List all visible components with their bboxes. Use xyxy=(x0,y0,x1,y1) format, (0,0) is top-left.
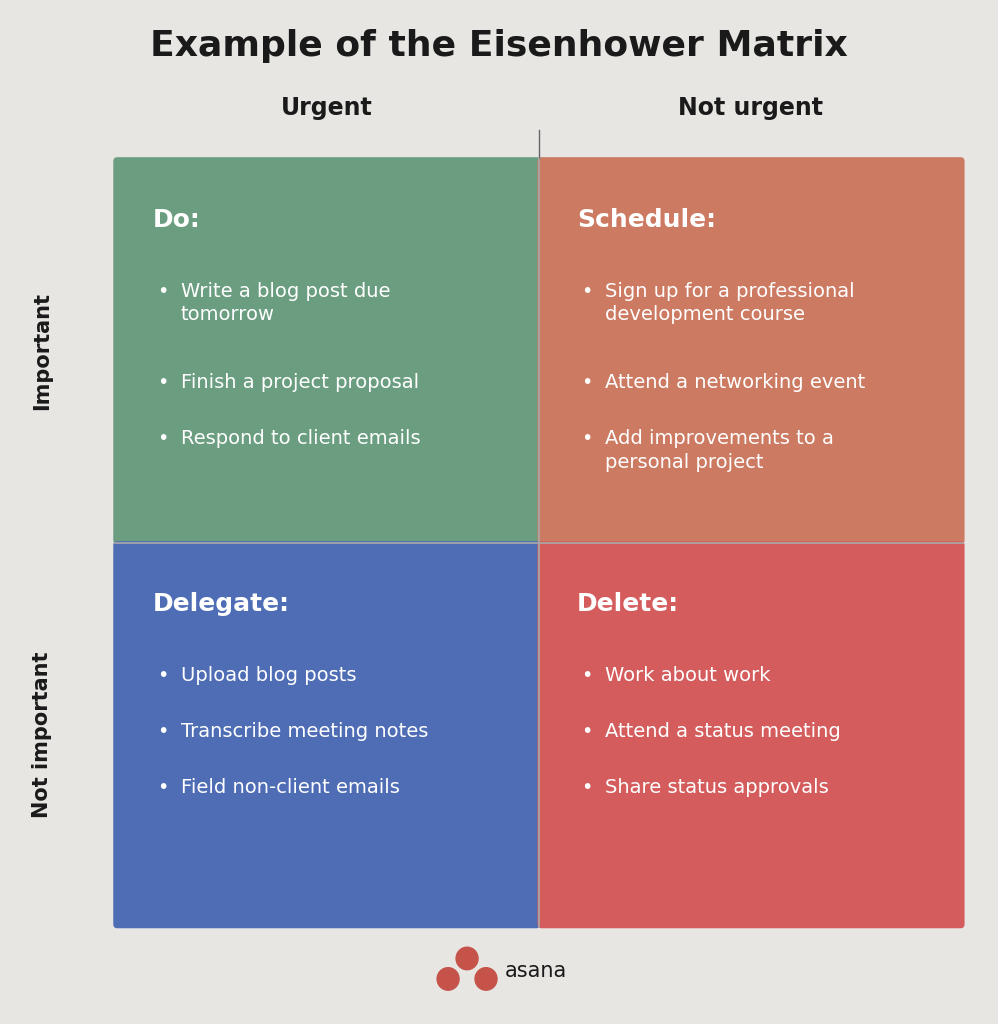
Text: Work about work: Work about work xyxy=(605,666,770,685)
Text: Do:: Do: xyxy=(153,208,201,231)
FancyBboxPatch shape xyxy=(114,157,541,545)
Text: •: • xyxy=(581,429,592,449)
Text: •: • xyxy=(157,778,168,798)
Text: •: • xyxy=(157,429,168,449)
Text: Not urgent: Not urgent xyxy=(679,95,823,120)
Text: Important: Important xyxy=(32,292,52,410)
Text: Upload blog posts: Upload blog posts xyxy=(181,666,356,685)
Text: •: • xyxy=(157,722,168,741)
Text: Example of the Eisenhower Matrix: Example of the Eisenhower Matrix xyxy=(150,29,848,63)
Text: Add improvements to a
personal project: Add improvements to a personal project xyxy=(605,429,833,472)
Text: Urgent: Urgent xyxy=(281,95,372,120)
Text: Write a blog post due
tomorrow: Write a blog post due tomorrow xyxy=(181,282,390,325)
Text: •: • xyxy=(157,666,168,685)
Text: Respond to client emails: Respond to client emails xyxy=(181,429,420,449)
Text: asana: asana xyxy=(505,961,567,981)
FancyBboxPatch shape xyxy=(537,541,964,928)
Circle shape xyxy=(437,968,459,990)
FancyBboxPatch shape xyxy=(114,541,541,928)
Text: Field non-client emails: Field non-client emails xyxy=(181,778,399,798)
Text: Transcribe meeting notes: Transcribe meeting notes xyxy=(181,722,428,741)
Text: •: • xyxy=(581,373,592,392)
Text: Schedule:: Schedule: xyxy=(577,208,716,231)
Circle shape xyxy=(475,968,497,990)
Circle shape xyxy=(456,947,478,970)
Text: Attend a status meeting: Attend a status meeting xyxy=(605,722,840,741)
Text: •: • xyxy=(581,722,592,741)
Text: Attend a networking event: Attend a networking event xyxy=(605,373,865,392)
Text: •: • xyxy=(581,282,592,301)
Text: Not important: Not important xyxy=(32,651,52,818)
Text: •: • xyxy=(157,282,168,301)
FancyBboxPatch shape xyxy=(537,157,964,545)
Text: Sign up for a professional
development course: Sign up for a professional development c… xyxy=(605,282,854,325)
Text: Share status approvals: Share status approvals xyxy=(605,778,828,798)
Text: •: • xyxy=(581,666,592,685)
Text: •: • xyxy=(581,778,592,798)
Text: Delete:: Delete: xyxy=(577,592,679,615)
Text: •: • xyxy=(157,373,168,392)
Text: Delegate:: Delegate: xyxy=(153,592,289,615)
Text: Finish a project proposal: Finish a project proposal xyxy=(181,373,419,392)
